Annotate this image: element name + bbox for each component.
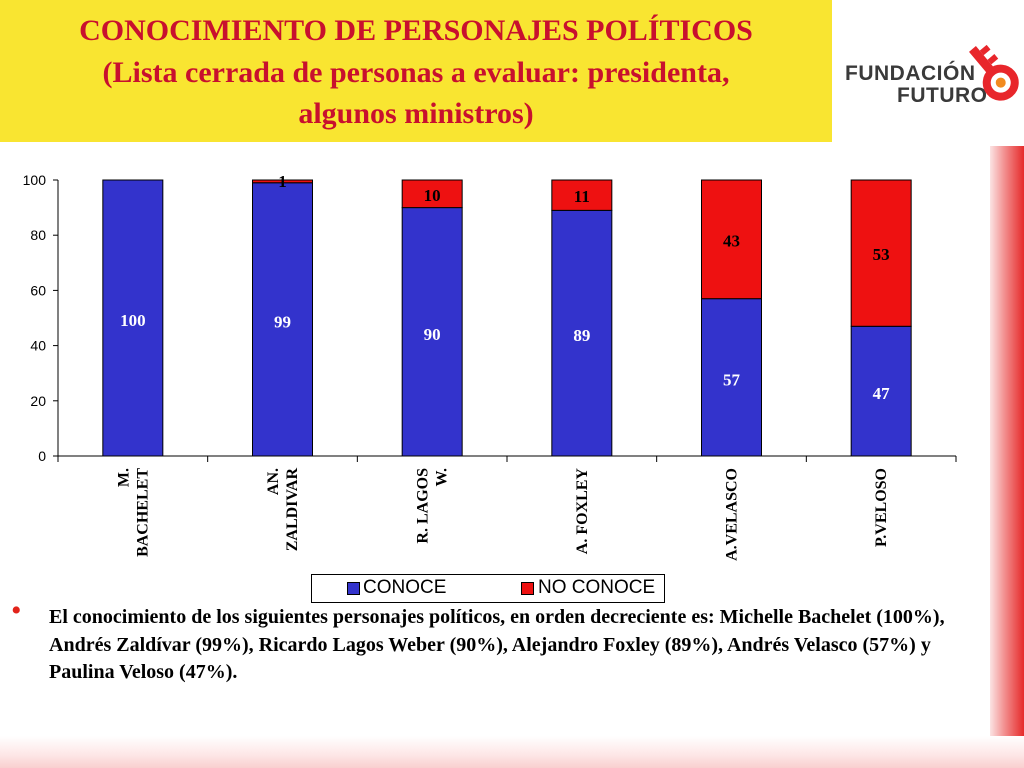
key-icon [969,44,1019,101]
legend-swatch-conoce [347,582,360,595]
bar-no-conoce [850,179,912,327]
x-category-label: W. [434,468,451,487]
y-tick-label: 60 [30,282,46,298]
y-tick-label: 20 [30,393,46,409]
x-category-label: P.VELOSO [873,468,890,547]
legend-label-no-conoce: NO CONOCE [538,577,656,598]
summary-text: El conocimiento de los siguientes person… [49,606,945,683]
bar-no-conoce [701,179,762,300]
bar-conoce [401,207,463,457]
bar-conoce [850,325,912,457]
x-category-label: M. [115,468,132,487]
data-label-no-conoce: 53 [873,245,890,264]
decorative-right-stripe [990,146,1024,768]
logo-text-line-2: FUTURO [897,84,988,107]
y-tick-label: 100 [23,172,47,188]
data-label-conoce: 99 [274,312,291,331]
bar-no-conoce [551,179,613,211]
legend-label-conoce: CONOCE [363,577,447,598]
y-tick-label: 0 [38,448,46,464]
bar-conoce [252,182,313,457]
bullet-icon: • [11,594,22,627]
title-line-1: CONOCIMIENTO DE PERSONAJES POLÍTICOS [79,14,753,47]
x-category-label: AN. [265,468,282,495]
data-label-conoce: 90 [424,325,441,344]
data-label-conoce: 89 [573,326,590,345]
data-label-no-conoce: 10 [424,186,441,205]
x-category-label: A.VELASCO [724,468,741,561]
bar-no-conoce [252,179,313,184]
data-label-no-conoce: 1 [278,172,287,191]
y-tick-label: 80 [30,227,46,243]
fundacion-futuro-logo: FUNDACIÓN FUTURO [845,38,1020,118]
x-category-label: BACHELET [134,468,151,557]
title-line-2: (Lista cerrada de personas a evaluar: pr… [102,56,730,89]
data-label-conoce: 47 [873,384,891,403]
legend-swatch-no-conoce [521,582,534,595]
x-category-label: A. FOXLEY [574,468,591,555]
bar-conoce [701,298,762,457]
bar-conoce [551,209,613,457]
x-category-label: ZALDIVAR [284,468,301,552]
bar-no-conoce [401,179,463,209]
y-tick-label: 40 [30,338,46,354]
logo-text-line-1: FUNDACIÓN [845,62,976,85]
bar-conoce [102,179,164,457]
knowledge-bar-chart: 0 20 40 60 80 100 100 M. BACHELET 99 1 AN. ZALDIVAR 9… [23,172,957,561]
title-banner: CONOCIMIENTO DE PERSONAJES POLÍTICOS (Li… [0,0,832,142]
x-category-label: R. LAGOS [415,468,432,544]
data-label-conoce: 100 [120,311,146,330]
decorative-bottom-stripe [0,736,1024,768]
data-label-no-conoce: 43 [723,231,740,250]
chart-legend: CONOCE NO CONOCE [311,574,665,603]
title-line-3: algunos ministros) [298,97,534,130]
data-label-conoce: 57 [723,370,741,389]
data-label-no-conoce: 11 [574,187,590,206]
